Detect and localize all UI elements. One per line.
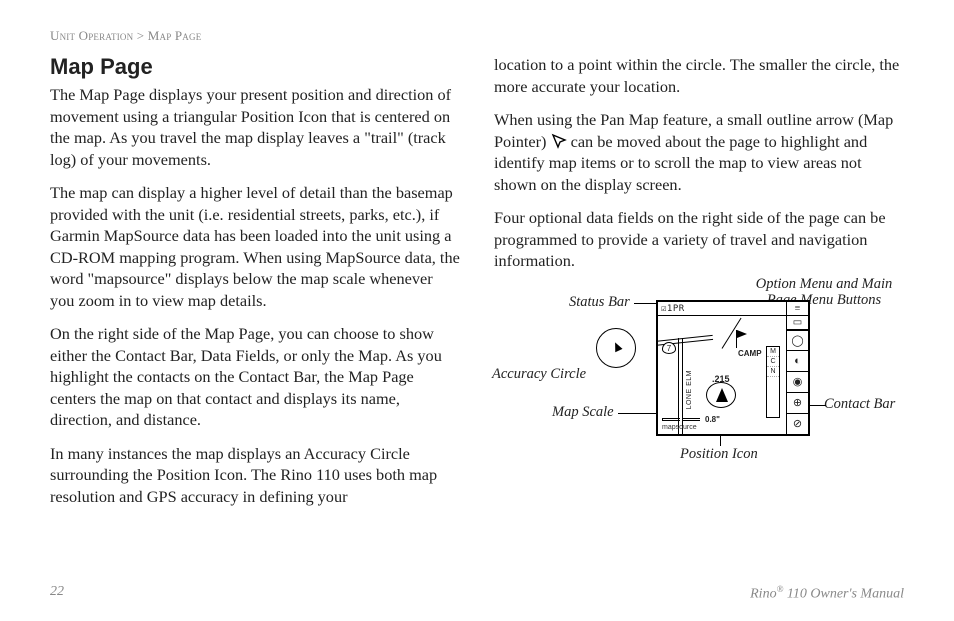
document-title: Rino® 110 Owner's Manual: [750, 584, 904, 603]
paragraph: On the right side of the Map Page, you c…: [50, 323, 460, 431]
paragraph: The Map Page displays your present posit…: [50, 84, 460, 170]
paragraph: Four optional data fields on the right s…: [494, 207, 904, 272]
callout-position-icon: Position Icon: [680, 446, 758, 463]
breadcrumb-sep: >: [133, 28, 147, 43]
device-map-area[interactable]: 7 CAMP LONE ELM .215 M C N 0.8" m: [658, 316, 786, 434]
device-status-bar: ☑1PR: [658, 302, 786, 316]
camp-flag-icon: [736, 330, 737, 348]
right-column: location to a point within the circle. T…: [494, 54, 904, 519]
route-shield: 7: [662, 342, 676, 354]
callout-accuracy-circle: Accuracy Circle: [492, 366, 586, 383]
map-scale-box: 0.8" mapsource: [662, 415, 720, 431]
page-footer: 22 Rino® 110 Owner's Manual: [50, 584, 904, 603]
breadcrumb-section: Unit Operation: [50, 28, 133, 43]
paragraph: In many instances the map displays an Ac…: [50, 443, 460, 508]
paragraph: location to a point within the circle. T…: [494, 54, 904, 97]
page-number: 22: [50, 584, 64, 603]
paragraph: The map can display a higher level of de…: [50, 182, 460, 311]
doc-title-suffix: 110 Owner's Manual: [783, 587, 904, 602]
breadcrumb-page: Map Page: [148, 28, 202, 43]
accuracy-circle-demo: [596, 328, 636, 368]
scale-value: 0.8": [705, 415, 720, 424]
main-page-menu-button[interactable]: ▭: [787, 316, 808, 330]
position-icon: [716, 388, 728, 402]
map-pointer-icon: [551, 133, 567, 149]
option-menu-button[interactable]: ≡: [787, 302, 808, 316]
contact-initials-box: M C N: [766, 346, 780, 418]
callout-status-bar: Status Bar: [569, 294, 630, 311]
contact-initial: C: [767, 357, 779, 367]
scale-source: mapsource: [662, 424, 720, 431]
contact-initial: N: [767, 367, 779, 377]
breadcrumb: Unit Operation > Map Page: [50, 28, 904, 44]
street-label: LONE ELM: [686, 370, 693, 409]
position-icon-demo: [611, 340, 622, 352]
contact-bar-button[interactable]: ◯: [787, 330, 808, 351]
callout-contact-bar: Contact Bar: [824, 396, 895, 413]
doc-title-prefix: Rino: [750, 587, 776, 602]
map-page-diagram: Option Menu and Main Page Menu Buttons S…: [494, 284, 904, 474]
contact-bar-button[interactable]: ⊕: [787, 392, 808, 413]
leader-line: [808, 405, 826, 406]
leader-line: [618, 413, 658, 414]
device-contact-bar: ◯ ◐ ◉ ⊕ ⊘: [786, 330, 808, 434]
device-top-buttons: ≡ ▭: [786, 302, 808, 330]
leader-line: [634, 303, 658, 304]
paragraph: When using the Pan Map feature, a small …: [494, 109, 904, 195]
contact-bar-button[interactable]: ⊘: [787, 413, 808, 434]
contact-initial: M: [767, 347, 779, 357]
contact-bar-button[interactable]: ◉: [787, 371, 808, 392]
callout-map-scale: Map Scale: [552, 404, 614, 421]
page-title: Map Page: [50, 54, 460, 80]
left-column: Map Page The Map Page displays your pres…: [50, 54, 460, 519]
device-screen: ☑1PR ≡ ▭ 7 CAMP LONE ELM .215: [656, 300, 810, 436]
contact-bar-button[interactable]: ◐: [787, 350, 808, 371]
camp-label: CAMP: [738, 349, 762, 358]
